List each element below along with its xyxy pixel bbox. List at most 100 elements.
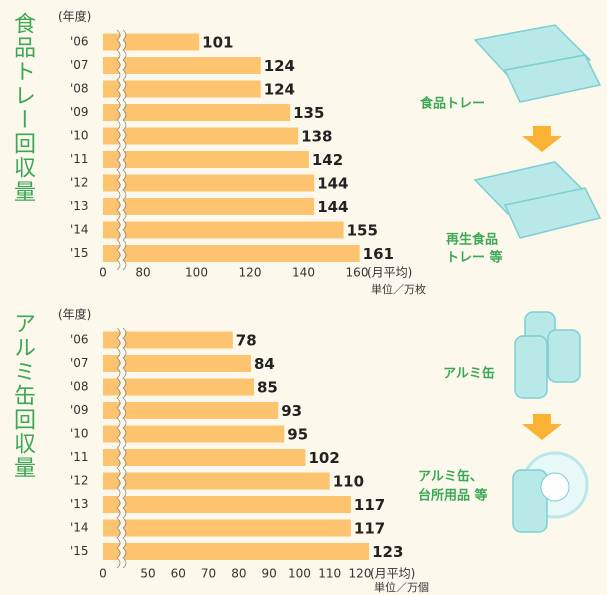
x-tick-label: 120 [239, 266, 262, 280]
bar [103, 425, 285, 443]
illustration-label: 台所用品 等 [418, 488, 488, 504]
chart-title: アルミ缶回収量 [10, 312, 35, 480]
bar [103, 496, 351, 513]
y-tick-label: '15 [70, 544, 89, 558]
axis-break [122, 29, 127, 271]
x-tick-label: 60 [171, 567, 186, 581]
bar [103, 519, 351, 537]
y-tick-label: '10 [70, 129, 89, 143]
value-label: 93 [281, 402, 302, 420]
y-tick-label: '14 [70, 521, 89, 535]
value-label: 155 [347, 222, 378, 240]
illustration-label: トレー 等 [446, 250, 503, 266]
value-label: 161 [363, 245, 394, 263]
value-label: 124 [264, 57, 295, 75]
y-tick-label: '11 [70, 450, 89, 464]
value-label: 101 [202, 34, 233, 52]
y-tick-label: '14 [70, 223, 89, 237]
tray-illustration [473, 24, 602, 239]
axis-break [122, 327, 127, 569]
axis-break [116, 28, 125, 272]
y-tick-label: '10 [70, 427, 89, 441]
x-tick-label: 0 [99, 266, 107, 280]
y-tick-label: '12 [70, 474, 89, 488]
illustration-label: アルミ缶 [443, 366, 495, 382]
bar [103, 174, 315, 192]
x-tick-label: 140 [292, 266, 315, 280]
x-tick-label: 50 [140, 567, 155, 581]
y-tick-label: '07 [70, 356, 89, 370]
value-label: 102 [308, 449, 339, 467]
value-label: 85 [257, 379, 278, 397]
value-label: 117 [354, 520, 385, 538]
x-tick-label: 100 [288, 567, 311, 581]
bar [103, 151, 309, 168]
unit-label: 単位／万枚 [371, 282, 426, 296]
illustration-label: アルミ缶、 [418, 469, 483, 485]
y-tick-label: '11 [70, 152, 89, 166]
y-tick-label: '13 [70, 199, 89, 213]
bar [103, 221, 344, 239]
y-tick-label: '12 [70, 176, 89, 190]
bar [103, 127, 299, 145]
illustration-label: 再生食品 [446, 232, 498, 248]
bar [103, 449, 306, 466]
value-label: 95 [287, 426, 308, 444]
y-tick-label: '09 [70, 403, 89, 417]
x-tick-label: 0 [99, 567, 107, 581]
value-label: 124 [264, 81, 295, 99]
x-tick-label: 80 [231, 567, 246, 581]
value-label: 138 [301, 128, 332, 146]
axis-break [116, 327, 121, 569]
bar [103, 472, 330, 490]
value-label: 123 [372, 543, 403, 561]
y-tick-label: '06 [70, 333, 89, 347]
value-label: 84 [254, 355, 275, 373]
illustration-label: 食品トレー [420, 96, 485, 112]
value-label: 117 [354, 496, 385, 514]
x-tick-label: 70 [201, 567, 216, 581]
y-tick-label: '13 [70, 497, 89, 511]
bar [103, 331, 233, 349]
y-tick-label: '06 [70, 35, 89, 49]
bar [103, 57, 261, 74]
x-axis-label: (月平均) [367, 266, 412, 280]
value-label: 144 [317, 198, 348, 216]
x-tick-label: 120 [349, 567, 372, 581]
bar [103, 355, 251, 372]
value-label: 135 [293, 104, 324, 122]
bar [103, 198, 315, 215]
category-axis-label: (年度) [58, 9, 91, 24]
y-tick-label: '07 [70, 58, 89, 72]
y-tick-label: '15 [70, 246, 89, 260]
y-tick-label: '08 [70, 380, 89, 394]
value-label: 142 [312, 151, 343, 169]
value-label: 78 [236, 332, 257, 350]
x-tick-label: 160 [346, 266, 369, 280]
y-tick-label: '08 [70, 82, 89, 96]
axis-break [116, 29, 121, 271]
bar [103, 33, 200, 51]
value-label: 144 [317, 175, 348, 193]
value-label: 110 [333, 473, 364, 491]
x-tick-label: 100 [185, 266, 208, 280]
can-illustration [512, 311, 589, 533]
y-tick-label: '09 [70, 105, 89, 119]
bar [103, 245, 360, 262]
x-axis-label: (月平均) [370, 567, 415, 581]
bar [103, 378, 254, 396]
bar [103, 80, 261, 98]
x-tick-label: 110 [318, 567, 341, 581]
x-tick-label: 80 [135, 266, 150, 280]
chart-title: 食品トレー回収量 [10, 12, 36, 204]
arrow [522, 126, 562, 152]
axis-break [116, 326, 125, 570]
bar [103, 543, 370, 560]
category-axis-label: (年度) [58, 307, 91, 322]
bar [103, 402, 279, 419]
x-tick-label: 90 [262, 567, 277, 581]
bar [103, 104, 291, 121]
unit-label: 単位／万個 [374, 580, 429, 594]
arrow [522, 414, 562, 440]
